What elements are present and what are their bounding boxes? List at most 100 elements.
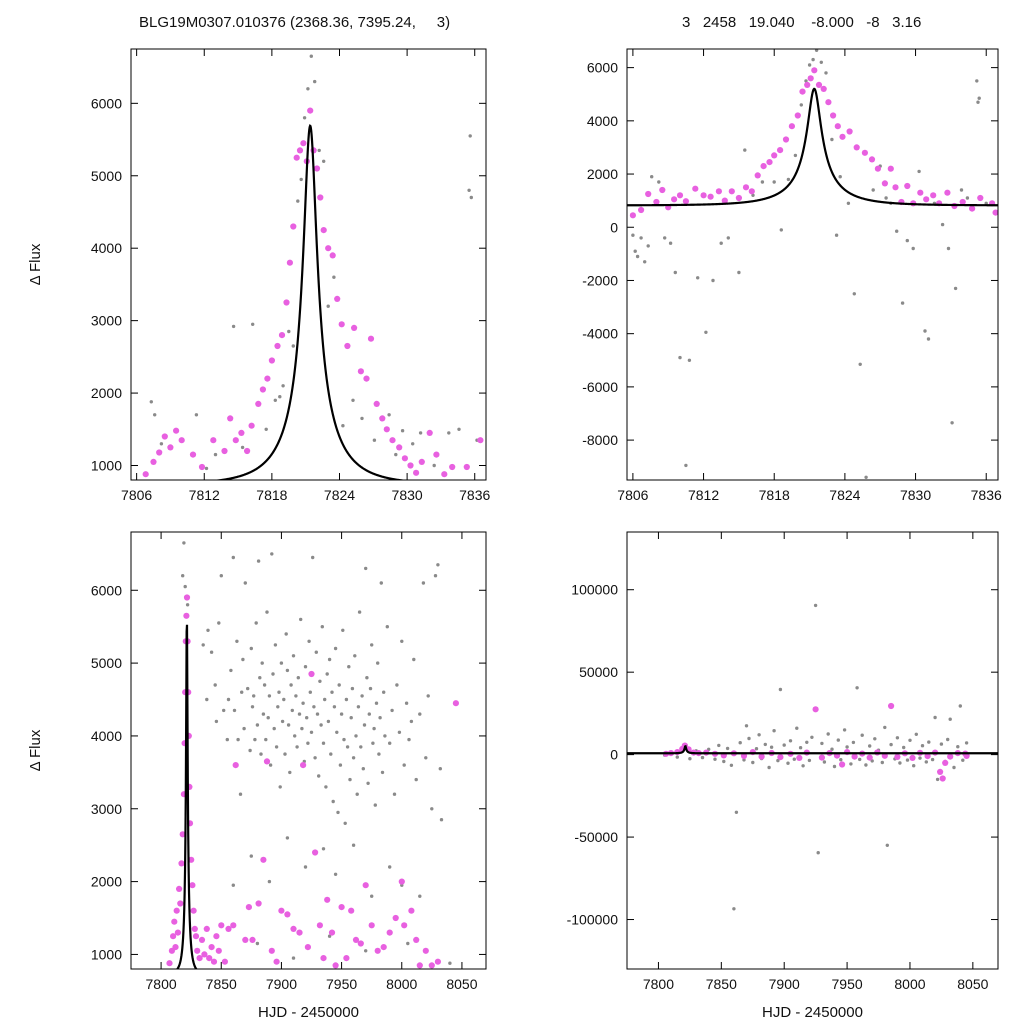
highlight-point [407,462,414,469]
background-point [421,581,426,585]
x-tick-label: 8050 [446,976,477,992]
highlight-point [238,429,245,436]
background-point [772,729,776,733]
background-point [347,665,351,669]
background-point [368,686,373,691]
background-point [272,726,276,731]
background-point [271,672,275,676]
background-point [219,574,223,578]
background-point [836,738,840,742]
background-point [696,276,700,280]
highlight-point [308,670,315,678]
axes-frame [130,531,487,970]
highlight-point [328,929,336,936]
background-point [772,180,776,184]
background-point [400,639,404,643]
background-point [185,603,190,607]
background-point [786,761,790,765]
highlight-point [221,447,228,455]
background-point [868,744,872,748]
highlight-point [352,936,360,944]
background-point [402,763,406,767]
background-point [319,723,323,727]
background-point [243,581,247,585]
background-point [330,690,334,694]
plot-area [627,49,998,479]
highlight-point [748,188,755,195]
background-point [365,676,369,680]
background-point [776,758,780,763]
highlight-point [198,463,206,471]
background-point [387,413,391,417]
highlight-point [286,259,293,266]
header-object-id: BLG19M0307.010376 (2368.36, 7395.24, 3) [139,14,451,31]
background-point [370,643,374,647]
highlight-point [232,437,239,444]
background-point [327,657,332,662]
highlight-point [263,758,271,765]
highlight-point [173,427,180,434]
background-point [280,719,285,724]
x-tick-label: 7824 [829,487,860,503]
y-tick-label: 2000 [91,385,122,401]
y-tick-label: 2000 [91,874,122,890]
background-point [852,292,856,296]
highlight-point [830,112,837,119]
highlight-point [947,753,954,760]
highlight-point [274,342,281,350]
background-point [377,752,381,756]
background-point [238,792,243,796]
background-point [811,57,815,62]
background-point [885,843,889,847]
highlight-point [150,458,157,465]
model-curve [627,744,998,755]
x-tick-label: 7830 [392,487,423,503]
background-point [732,907,736,911]
highlight-point [307,107,314,114]
background-point [409,719,414,724]
background-point [713,757,717,761]
background-point [306,87,310,91]
background-point [301,701,305,705]
y-tick-label: -2000 [582,272,618,288]
background-point [880,760,884,765]
highlight-point [221,958,228,965]
highlight-point [300,762,307,769]
background-point [222,708,226,713]
background-point [795,726,799,730]
highlight-point [659,186,666,194]
background-point [447,431,451,435]
background-point [321,847,326,851]
background-point [253,737,257,742]
highlight-point [255,900,262,907]
background-point [711,278,715,283]
background-point [448,961,452,965]
y-tick-label: -6000 [582,379,618,395]
highlight-point [777,147,784,154]
highlight-point [418,458,425,465]
background-point [279,661,284,665]
axes-frame [626,48,999,481]
background-point [287,329,291,334]
background-point [675,755,679,759]
background-point [311,555,315,560]
highlight-point [343,955,350,962]
highlight-point [210,437,217,444]
highlight-point [851,753,858,760]
highlight-point [839,761,846,768]
highlight-point [334,295,341,302]
y-tick-label: -8000 [582,432,618,448]
background-point [786,177,791,182]
background-point [260,661,264,665]
highlight-point [992,209,998,216]
x-tick-label: 7818 [256,487,287,503]
background-point [242,726,246,731]
background-point [757,733,761,737]
highlight-point [477,437,484,444]
highlight-point [264,375,271,382]
background-point [235,639,239,643]
background-point [314,650,318,654]
background-point [302,116,307,120]
y-tick-label: 3000 [91,801,122,817]
